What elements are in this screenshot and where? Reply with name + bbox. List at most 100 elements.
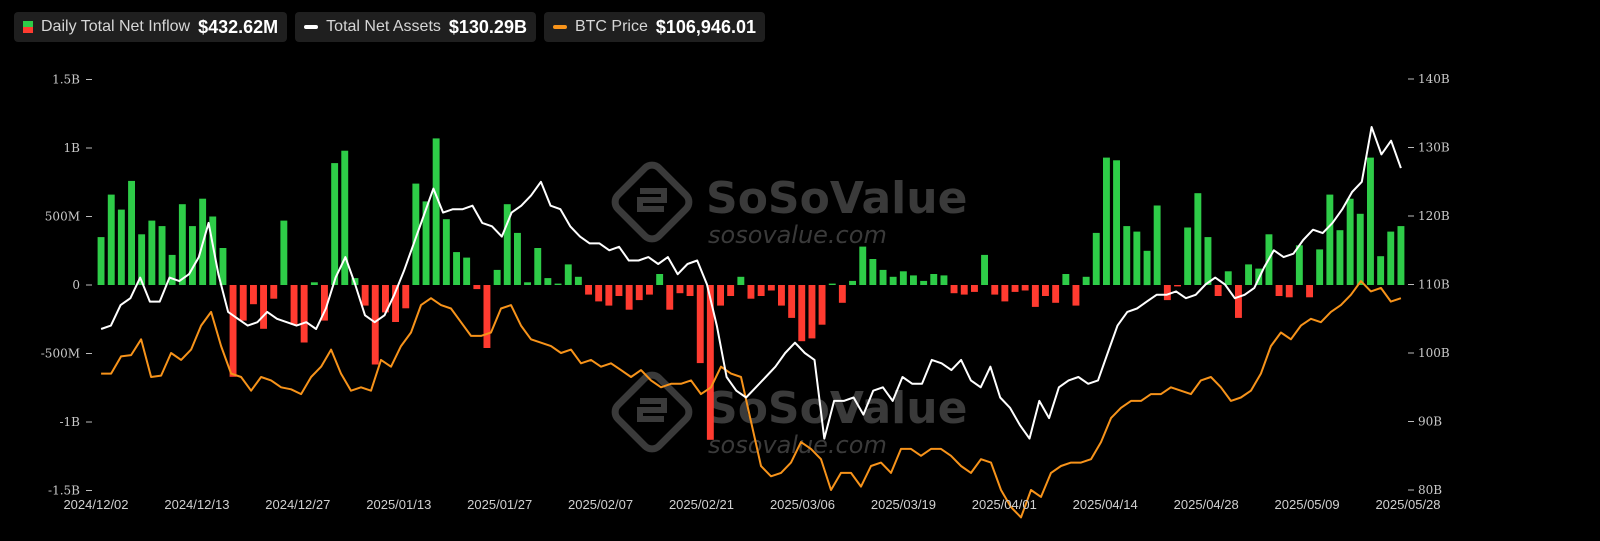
inflow-bar — [717, 285, 724, 306]
inflow-bar — [1387, 231, 1395, 285]
left-tick-label: 1B — [64, 141, 81, 155]
x-tick-label: 2025/04/14 — [1073, 497, 1138, 512]
inflow-bar — [209, 216, 217, 285]
x-tick-label: 2025/03/06 — [770, 497, 835, 512]
inflow-bar — [1275, 285, 1283, 296]
inflow-bar — [1367, 157, 1374, 285]
x-tick-label: 2025/03/19 — [871, 497, 936, 512]
inflow-swatch-icon — [23, 21, 33, 33]
inflow-bar — [361, 285, 369, 306]
inflow-bar — [300, 285, 308, 343]
lines — [100, 126, 1402, 519]
legend-inflow-value: $432.62M — [198, 16, 279, 37]
inflow-bar — [818, 285, 826, 325]
inflow-bar — [960, 285, 968, 295]
inflow-bar — [270, 285, 278, 299]
inflow-bar — [422, 201, 430, 285]
legend-btc[interactable]: BTC Price $106,946.01 — [543, 12, 765, 42]
left-tick-label: 0 — [72, 278, 80, 292]
inflow-bar — [158, 226, 166, 285]
right-tick-label: 140B — [1418, 72, 1450, 86]
inflow-bar — [219, 248, 227, 285]
inflow-bar — [1021, 285, 1029, 291]
watermark-logo-mark-icon — [637, 398, 667, 422]
inflow-bar — [747, 285, 755, 299]
watermark-site: sosovalue.com — [708, 431, 887, 459]
inflow-bar — [280, 220, 288, 285]
inflow-bar — [1245, 264, 1252, 285]
inflow-bar — [1092, 232, 1100, 285]
inflow-bar — [889, 276, 897, 285]
inflow-bar — [828, 283, 836, 285]
inflow-bar — [1133, 231, 1141, 285]
inflow-bar — [1204, 237, 1212, 285]
inflow-bar — [574, 276, 582, 285]
inflow-bar — [168, 254, 176, 285]
inflow-bar — [1011, 285, 1019, 292]
left-tick-label: -1B — [59, 415, 80, 429]
inflow-bar — [97, 237, 105, 285]
inflow-bar — [1346, 198, 1354, 285]
left-tick-label: -1.5B — [48, 484, 80, 498]
watermark-logo-icon — [611, 161, 693, 243]
inflow-bar — [250, 285, 257, 305]
inflow-bar — [260, 285, 267, 329]
inflow-bar — [1285, 285, 1293, 298]
inflow-bar — [1184, 227, 1192, 285]
legend: Daily Total Net Inflow $432.62M Total Ne… — [14, 12, 765, 42]
right-axis: 140B 130B 120B 110B 100B 90B 80B — [1408, 72, 1450, 497]
bars — [97, 138, 1405, 440]
inflow-bar — [432, 138, 440, 285]
inflow-bar — [605, 285, 613, 306]
left-tick-label: 500M — [45, 210, 80, 224]
inflow-bar — [503, 204, 511, 285]
x-tick-label: 2025/04/28 — [1174, 497, 1239, 512]
legend-inflow[interactable]: Daily Total Net Inflow $432.62M — [14, 12, 288, 42]
inflow-bar — [189, 226, 196, 285]
right-tick-label: 120B — [1418, 209, 1450, 223]
inflow-bar — [595, 285, 603, 302]
inflow-bar — [483, 285, 491, 348]
inflow-bar — [1194, 193, 1202, 285]
inflow-bar — [412, 183, 420, 285]
watermark-logo-mark-icon — [637, 188, 667, 212]
inflow-bar — [1377, 256, 1385, 285]
legend-assets[interactable]: Total Net Assets $130.29B — [295, 12, 536, 42]
inflow-bar — [148, 220, 156, 285]
legend-inflow-label: Daily Total Net Inflow — [41, 18, 191, 35]
inflow-bar — [737, 276, 745, 285]
inflow-bar — [341, 150, 349, 285]
inflow-bar — [920, 280, 928, 285]
inflow-bar — [1174, 285, 1181, 287]
x-tick-label: 2025/01/27 — [467, 497, 532, 512]
x-tick-label: 2025/02/07 — [568, 497, 633, 512]
inflow-bar — [1042, 285, 1049, 296]
inflow-bar — [321, 285, 328, 321]
inflow-bar — [757, 285, 765, 296]
inflow-bar — [1356, 213, 1364, 285]
watermark-logo-icon — [611, 371, 693, 453]
inflow-bar — [1153, 205, 1161, 285]
inflow-bar — [767, 285, 775, 291]
x-tick-label: 2024/12/02 — [63, 497, 128, 512]
inflow-bar — [1072, 285, 1080, 306]
total-net-assets-line — [100, 126, 1402, 440]
inflow-bar — [128, 180, 135, 285]
inflow-bar — [1031, 285, 1039, 307]
x-tick-label: 2025/04/01 — [972, 497, 1037, 512]
inflow-bar — [1397, 226, 1405, 285]
inflow-bar — [1113, 160, 1120, 285]
right-tick-label: 110B — [1418, 278, 1450, 292]
inflow-bar — [554, 283, 562, 285]
inflow-bar — [544, 278, 552, 285]
x-tick-label: 2025/05/28 — [1375, 497, 1440, 512]
inflow-bar — [727, 285, 735, 296]
inflow-bar — [869, 259, 877, 285]
inflow-bar — [859, 246, 867, 285]
inflow-bar — [442, 219, 450, 285]
inflow-bar — [514, 232, 521, 285]
inflow-bar — [331, 163, 339, 285]
right-tick-label: 100B — [1418, 346, 1450, 360]
